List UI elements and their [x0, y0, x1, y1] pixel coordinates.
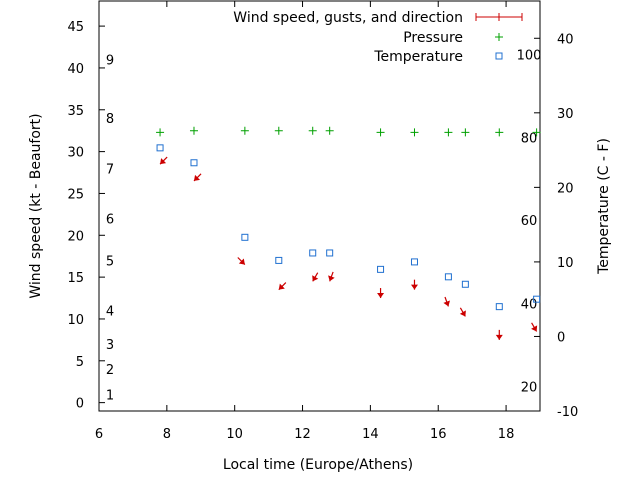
fahrenheit-label: 100: [517, 49, 542, 64]
pressure-point: [444, 128, 453, 137]
wind-arrow-head: [312, 275, 319, 282]
wind-arrow-head: [328, 275, 335, 282]
right-y-tick-label: 20: [557, 181, 574, 196]
left-y-tick-label: 15: [67, 271, 84, 286]
wind-arrow-head: [410, 284, 418, 290]
legend-item-temperature: Temperature: [373, 49, 503, 65]
left-y-tick-label: 45: [67, 20, 84, 35]
wind-series: [159, 156, 538, 340]
temperature-point: [377, 265, 385, 273]
beaufort-label: 2: [106, 363, 114, 378]
right-y-tick-label: 30: [557, 107, 574, 122]
wind-arrow-head: [238, 258, 245, 265]
legend-label-pressure: Pressure: [403, 30, 463, 46]
wind-arrow-head: [531, 325, 538, 332]
plot-frame: [98, 0, 541, 412]
wind-arrow-head: [495, 334, 503, 340]
temperature-point: [495, 303, 503, 311]
temperature-series: [156, 144, 541, 311]
temperature-point: [190, 159, 198, 167]
pressure-point: [274, 126, 283, 135]
beaufort-label: 5: [106, 254, 114, 269]
beaufort-label: 3: [106, 338, 114, 353]
temperature-point: [410, 258, 418, 266]
right-y-axis-label: Temperature (C - F): [596, 138, 612, 275]
beaufort-label: 6: [106, 213, 114, 228]
legend-label-wind: Wind speed, gusts, and direction: [233, 10, 463, 26]
x-tick-label: 6: [95, 427, 103, 442]
fahrenheit-labels: 20 40 60 80 100: [517, 49, 542, 396]
pressure-point: [240, 126, 249, 135]
pressure-point: [189, 126, 198, 135]
legend: Wind speed, gusts, and direction Pressur…: [233, 10, 523, 65]
wind-arrow-head: [459, 310, 466, 317]
pressure-point: [376, 128, 385, 137]
left-y-axis-ticks: 0 5 10 15 20 25 30 35 40 45: [67, 20, 105, 412]
left-y-tick-label: 10: [67, 313, 84, 328]
right-y-axis-ticks: -10 0 10 20 30 40: [534, 32, 578, 420]
temperature-point: [461, 280, 469, 288]
pressure-point: [461, 128, 470, 137]
fahrenheit-label: 80: [521, 131, 538, 146]
right-y-tick-label: 40: [557, 32, 574, 47]
legend-marker-pressure: [495, 33, 503, 41]
legend-item-pressure: Pressure: [403, 30, 503, 46]
pressure-point: [410, 128, 419, 137]
wind-arrow-head: [278, 283, 285, 290]
temperature-point: [275, 256, 283, 264]
right-y-tick-label: -10: [557, 405, 578, 420]
temperature-point: [241, 233, 249, 241]
left-y-tick-label: 20: [67, 229, 84, 244]
pressure-point: [325, 126, 334, 135]
pressure-series: [156, 126, 541, 137]
left-y-tick-label: 0: [76, 397, 84, 412]
fahrenheit-label: 40: [521, 298, 538, 313]
temperature-point: [309, 249, 317, 257]
wind-arrow-head: [443, 300, 450, 307]
beaufort-labels: 1 2 3 4 5 6 7 8 9: [106, 54, 114, 404]
beaufort-label: 9: [106, 54, 114, 69]
legend-item-wind: Wind speed, gusts, and direction: [233, 10, 523, 26]
temperature-point: [156, 144, 164, 152]
left-y-tick-label: 5: [76, 355, 84, 370]
left-y-axis-label: Wind speed (kt - Beaufort): [28, 113, 44, 298]
left-y-tick-label: 35: [67, 104, 84, 119]
wind-arrow-head: [193, 174, 200, 181]
left-y-tick-label: 40: [67, 62, 84, 77]
fahrenheit-label: 20: [521, 380, 538, 395]
x-axis-ticks: 6 8 10 12 14 16 18: [95, 1, 514, 442]
x-axis-label: Local time (Europe/Athens): [223, 457, 413, 473]
beaufort-label: 1: [106, 388, 114, 403]
fahrenheit-label: 60: [521, 214, 538, 229]
temperature-point: [533, 295, 541, 303]
wind-arrow-head: [377, 293, 385, 299]
right-y-tick-label: 10: [557, 256, 574, 271]
pressure-point: [308, 126, 317, 135]
pressure-point: [495, 128, 504, 137]
right-y-tick-label: 0: [557, 330, 565, 345]
left-y-tick-label: 25: [67, 187, 84, 202]
temperature-point: [444, 273, 452, 281]
x-tick-label: 14: [362, 427, 379, 442]
pressure-point: [156, 128, 165, 137]
x-tick-label: 16: [430, 427, 447, 442]
legend-label-temperature: Temperature: [373, 49, 463, 65]
x-tick-label: 8: [163, 427, 171, 442]
x-tick-label: 12: [294, 427, 311, 442]
beaufort-label: 7: [106, 162, 114, 177]
legend-marker-temperature: [495, 52, 503, 60]
left-y-tick-label: 30: [67, 146, 84, 161]
x-tick-label: 10: [226, 427, 243, 442]
wind-arrow-head: [160, 158, 167, 165]
pressure-point: [532, 128, 541, 137]
beaufort-label: 8: [106, 112, 114, 127]
beaufort-label: 4: [106, 305, 114, 320]
x-tick-label: 18: [498, 427, 515, 442]
temperature-point: [326, 249, 334, 257]
